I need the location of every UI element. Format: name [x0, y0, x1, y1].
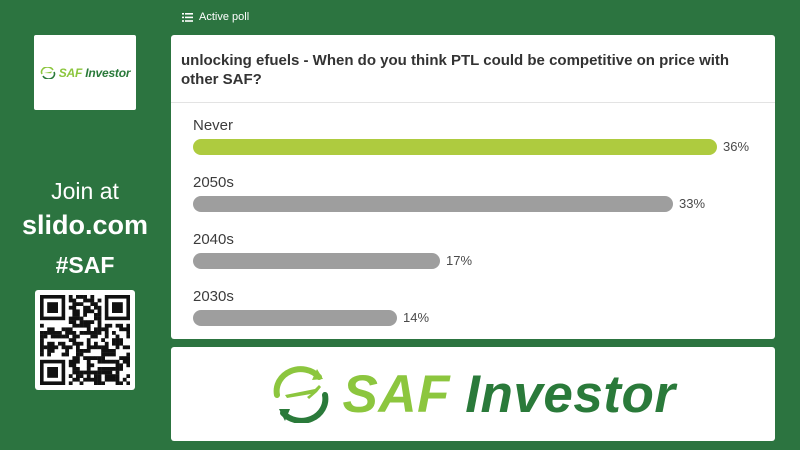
poll-card: unlocking efuels - When do you think PTL…: [171, 35, 775, 339]
banner-investor: Investor: [450, 364, 676, 424]
poll-percent: 17%: [446, 253, 473, 268]
logo-small-saf: SAF: [58, 65, 83, 80]
poll-percent: 36%: [723, 139, 750, 154]
qr-code-icon: [40, 295, 130, 385]
logo-card-small: SAF Investor: [34, 35, 136, 110]
slido-url-link[interactable]: slido.com: [21, 210, 149, 240]
poll-option-2030s: 2030s 14%: [193, 288, 763, 328]
qr-code-card: [35, 290, 135, 390]
poll-percent: 14%: [403, 310, 430, 325]
plane-cycle-icon: [40, 66, 55, 79]
poll-bar: [193, 253, 440, 269]
saf-investor-logo-large: SAF Investor: [271, 364, 676, 425]
saf-investor-logo-small: SAF Investor: [40, 66, 131, 80]
poll-bar: [193, 196, 673, 212]
poll-question: unlocking efuels - When do you think PTL…: [181, 52, 730, 88]
poll-bar-track: [193, 196, 717, 212]
plane-cycle-icon: [273, 366, 328, 423]
poll-option-never: Never 36%: [193, 117, 763, 157]
poll-bar-track: [193, 139, 717, 155]
active-poll-label: Active poll: [199, 11, 250, 23]
poll-percent: 33%: [679, 196, 706, 211]
poll-option-label: 2050s: [193, 174, 234, 191]
active-poll-header: Active poll: [182, 9, 249, 25]
list-icon: [182, 12, 193, 22]
poll-bar: [193, 139, 717, 155]
poll-option-2040s: 2040s 17%: [193, 231, 763, 271]
event-code-text: #SAF: [55, 252, 115, 278]
saf-investor-banner: SAF Investor: [171, 347, 775, 441]
logo-small-investor: Investor: [82, 65, 131, 80]
banner-saf: SAF: [342, 364, 451, 424]
poll-option-2050s: 2050s 33%: [193, 174, 763, 214]
poll-option-label: 2040s: [193, 231, 234, 248]
poll-bar-track: [193, 253, 717, 269]
join-at-text: Join at: [51, 178, 119, 204]
poll-bar-track: [193, 310, 717, 326]
poll-bar: [193, 310, 397, 326]
poll-option-label: 2030s: [193, 288, 234, 305]
poll-option-label: Never: [193, 117, 234, 134]
divider: [171, 102, 775, 103]
